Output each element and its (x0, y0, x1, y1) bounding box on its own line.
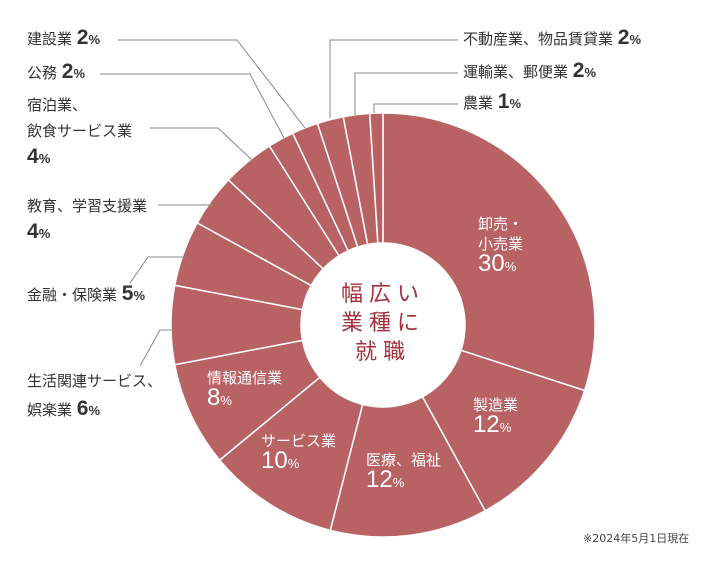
leader-line-public (100, 73, 285, 139)
data-label: 2 (61, 60, 74, 83)
unit: % (38, 151, 51, 166)
center-line: 就職 (354, 340, 411, 365)
slice-label-transport: 運輸業、郵便業 2% (463, 59, 597, 83)
label-text: 医療、福祉 (366, 451, 442, 469)
center-label: 幅広い 業種に 就職 (323, 280, 443, 367)
slice-label-education: 教育、学習支援業 4% (27, 193, 147, 247)
slice-1 (421, 349, 586, 512)
label-text: 生活関連サービス、 (27, 372, 163, 390)
unit: % (88, 32, 101, 47)
leader-line-hospitality (150, 127, 253, 161)
slice-label-construction: 建設業 2% (27, 26, 101, 50)
slice-label-lifestyle: 生活関連サービス、 娯楽業 6% (27, 368, 162, 424)
unit: % (504, 259, 517, 274)
center-line: 幅広い (340, 282, 425, 307)
label-text: 金融・保険業 (27, 286, 118, 304)
data-label: 4 (27, 220, 39, 243)
unit: % (38, 226, 51, 241)
data-label: 6 (76, 397, 89, 420)
unit: % (509, 96, 522, 111)
slice-2 (329, 395, 487, 538)
data-label: 30 (478, 250, 505, 277)
leader-line-finance (129, 256, 186, 284)
unit: % (287, 456, 300, 471)
slice-label-medical: 医療、福祉 12% (366, 450, 441, 493)
slice-0 (382, 112, 596, 392)
footnote: ※2024年5月1日現在 (583, 532, 690, 545)
slice-label-service: サービス業 10% (261, 431, 336, 474)
label-text: 農業 (463, 94, 494, 112)
leader-line-lifestyle (139, 329, 174, 367)
data-label: 2 (76, 26, 89, 49)
label-text: 飲食サービス業 (27, 122, 133, 140)
data-label: 2 (572, 59, 585, 82)
center-line: 業種に (340, 311, 425, 336)
unit: % (584, 65, 597, 80)
data-label: 12 (366, 466, 393, 493)
slice-label-realestate: 不動産業、物品賃貸業 2% (463, 26, 642, 50)
label-text: サービス業 (261, 432, 337, 450)
data-label: 1 (497, 90, 510, 113)
label-text: 宿泊業、 (27, 96, 88, 114)
slice-13 (368, 112, 384, 244)
label-text: 教育、学習支援業 (27, 197, 148, 215)
data-label: 5 (121, 282, 134, 305)
label-text: 公務 (27, 64, 58, 82)
label-text: 製造業 (473, 396, 519, 414)
unit: % (629, 32, 642, 47)
label-text: 卸売・小売業 (478, 215, 524, 253)
data-label: 8 (207, 384, 221, 411)
label-text: 情報通信業 (207, 369, 283, 387)
label-text: 娯楽業 (27, 401, 73, 419)
label-text: 運輸業、郵便業 (463, 63, 569, 81)
leader-line-construction (118, 39, 306, 129)
label-text: 建設業 (27, 30, 73, 48)
leader-line-realestate (329, 39, 458, 118)
slice-label-public: 公務 2% (27, 60, 86, 84)
slice-label-manufacturing: 製造業 12% (473, 395, 518, 438)
leader-line-agriculture (373, 103, 458, 113)
label-text: 不動産業、物品賃貸業 (463, 30, 614, 48)
unit: % (88, 403, 101, 418)
slice-label-finance: 金融・保険業 5% (27, 282, 146, 306)
unit: % (392, 475, 405, 490)
slice-label-wholesale: 卸売・小売業 30% (478, 214, 526, 277)
data-label: 10 (261, 447, 288, 474)
leader-line-transport (354, 72, 458, 115)
unit: % (133, 288, 146, 303)
slice-label-it: 情報通信業 8% (207, 368, 282, 411)
slice-label-hospitality: 宿泊業、 飲食サービス業 4% (27, 92, 132, 172)
data-label: 12 (473, 411, 500, 438)
unit: % (220, 393, 232, 408)
data-label: 4 (27, 145, 39, 168)
slice-label-agriculture: 農業 1% (463, 90, 522, 114)
unit: % (73, 66, 86, 81)
data-label: 2 (617, 26, 630, 49)
unit: % (499, 420, 512, 435)
